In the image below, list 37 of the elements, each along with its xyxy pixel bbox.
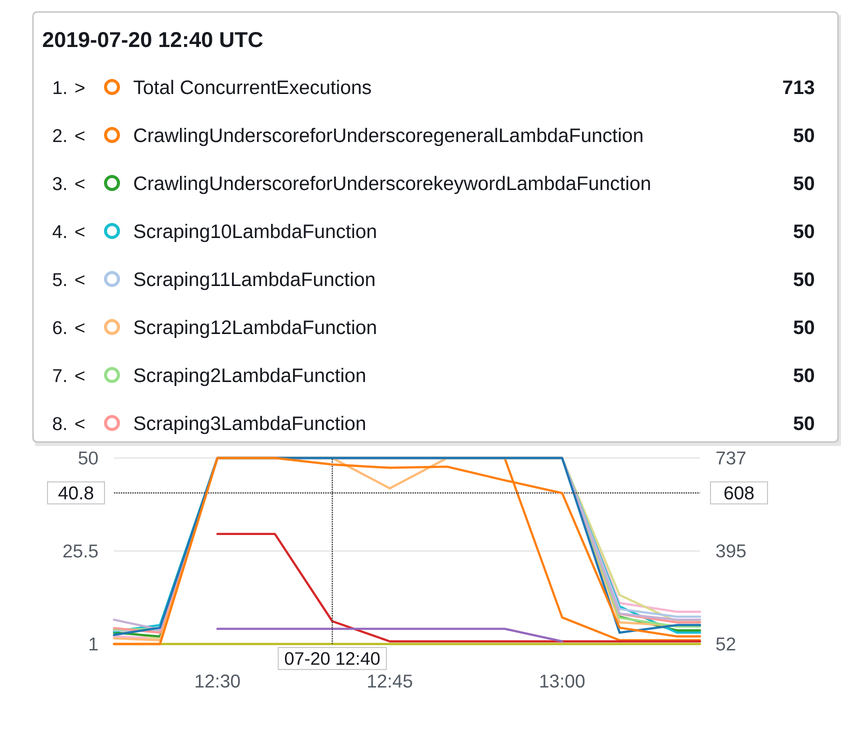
ref-line-label: 07-20 12:40 [284,652,380,665]
text: 6. < [53,321,84,334]
text: 50 [794,416,814,430]
text: 713 [783,80,814,94]
y2-tick-label: 395 [716,544,746,558]
text: 7. < [53,369,84,382]
x-tick-label: 12:30 [196,674,240,688]
y-tick-label: 1 [90,638,98,650]
text: 50 [794,320,814,334]
legend-label: Scraping3LambdaFunction [134,416,365,434]
y2-tick-label: 737 [716,451,746,465]
legend-title: 2019-07-20 12:40 UTC [42,32,263,48]
text: 5. < [52,273,84,286]
text: 4. < [52,225,84,238]
legend-label: Scraping2LambdaFunction [134,368,365,386]
y-tick-label: 50 [78,451,98,465]
legend-label: Scraping10LambdaFunction [134,224,376,242]
legend-label: CrawlingUnderscoreforUnderscorekeywordLambdaFunction [134,176,650,194]
legend-label: Scraping12LambdaFunction [134,320,376,338]
legend-label: Scraping11LambdaFunction [134,272,374,290]
legend-label: Total ConcurrentExecutions [134,80,371,94]
text: 8. < [52,417,84,430]
x-tick-label: 12:45 [368,674,412,688]
text: 50 [794,368,814,382]
ref-line-label: 40.8 [58,486,94,500]
text: 50 [794,128,814,142]
text: 50 [794,224,814,238]
legend-label: CrawlingUnderscoreforUnderscoregeneralLambdaFunction [134,128,642,146]
text: 50 [794,176,814,190]
text: 2. < [53,129,84,142]
text: 50 [794,272,814,286]
y-tick-label: 25.5 [63,544,98,558]
text: 1. > [54,81,84,94]
y2-tick-label: 52 [716,637,736,651]
text: 3. < [52,177,84,190]
text: 608 [724,486,754,500]
x-tick-label: 13:00 [540,674,585,688]
